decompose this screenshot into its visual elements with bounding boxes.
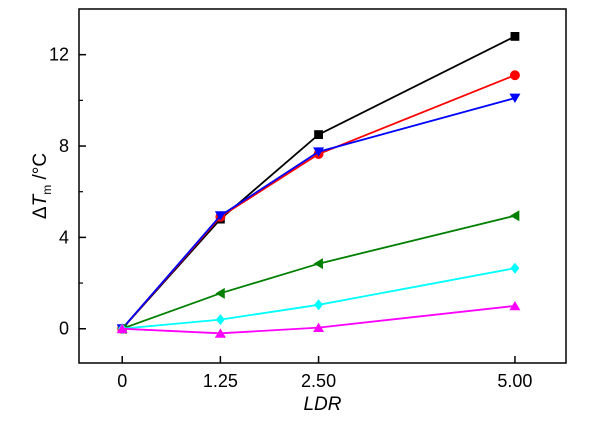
series-line	[121, 97, 516, 330]
data-point	[313, 322, 325, 332]
x-tick-label: 2.50	[301, 371, 336, 391]
x-axis-title: LDR	[303, 394, 341, 415]
series-3	[116, 93, 521, 334]
data-point	[215, 287, 225, 299]
series-2	[117, 70, 520, 334]
series-6	[116, 300, 521, 338]
data-point	[509, 210, 520, 222]
data-point	[509, 300, 521, 311]
data-point	[313, 258, 323, 270]
data-point	[509, 70, 520, 81]
series-line	[121, 35, 516, 330]
data-point	[510, 262, 520, 274]
series-layer	[116, 32, 521, 338]
y-tick-label: 12	[49, 45, 69, 65]
y-axis-title-symbol: Δ	[30, 206, 51, 219]
y-axis-title-main: T	[30, 193, 51, 206]
x-tick-label: 5.00	[497, 371, 532, 391]
y-axis-title-unit: /°C	[30, 153, 51, 185]
y-tick-label: 4	[59, 227, 69, 247]
y-tick-label: 8	[59, 136, 69, 156]
data-point	[314, 130, 323, 140]
y-tick-label: 0	[59, 319, 69, 339]
y-axis-title: ΔTm /°C	[30, 153, 54, 219]
data-point	[314, 299, 323, 311]
data-point	[214, 328, 226, 338]
data-point	[313, 147, 325, 157]
plot-frame	[78, 8, 567, 364]
x-tick-label: 1.25	[203, 371, 238, 391]
series-line	[122, 267, 516, 330]
data-point	[116, 323, 128, 334]
x-tick-label: 0	[117, 371, 127, 391]
data-point	[510, 32, 520, 41]
series-line	[121, 214, 516, 330]
data-point	[214, 211, 226, 221]
data-point	[509, 93, 521, 104]
x-axis: 0 1.25 2.50 5.00	[117, 356, 532, 391]
series-4	[117, 210, 520, 335]
series-line	[121, 74, 516, 330]
series-1	[117, 32, 520, 334]
y-axis-title-subscript: m	[40, 185, 54, 195]
series-line	[122, 305, 515, 335]
data-point	[215, 314, 225, 326]
y-axis: 0 4 8 12	[49, 45, 86, 339]
